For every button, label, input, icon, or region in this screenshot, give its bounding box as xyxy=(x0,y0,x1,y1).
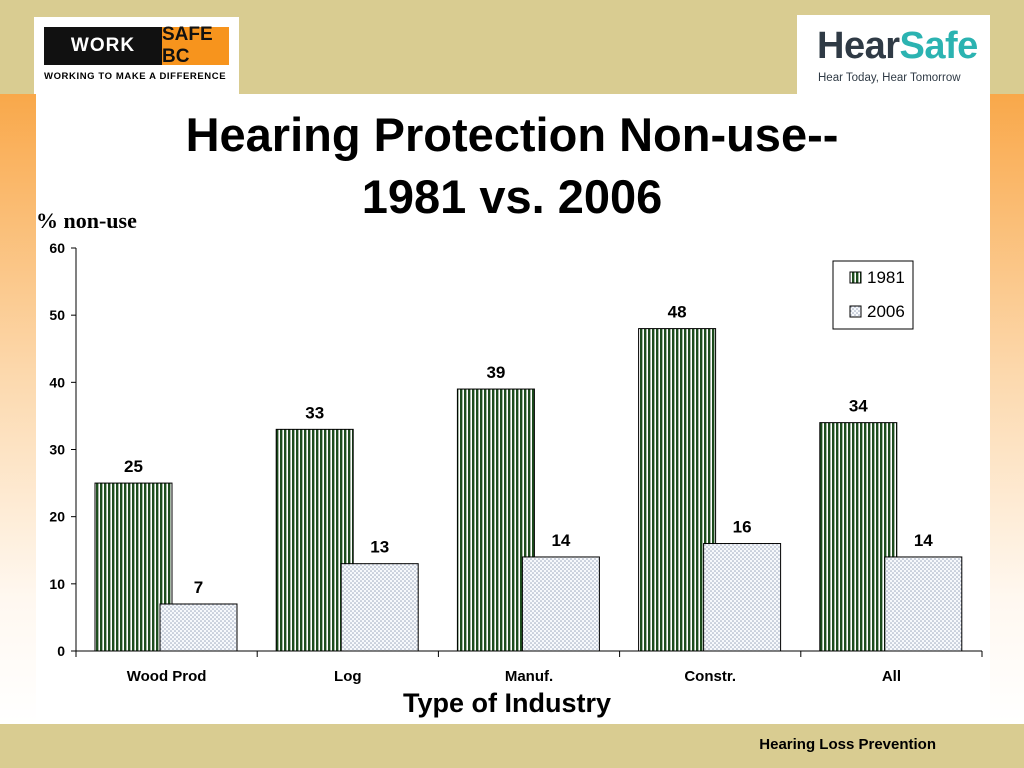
data-label: 7 xyxy=(194,578,203,597)
worksafebc-logo: WORK SAFE BC WORKING TO MAKE A DIFFERENC… xyxy=(34,17,239,94)
bar-2006 xyxy=(521,556,600,652)
x-category-label: Constr. xyxy=(684,668,736,685)
bar-1981 xyxy=(638,328,717,652)
y-axis-label: % non-use xyxy=(36,208,137,233)
slide-title-line-2: 1981 vs. 2006 xyxy=(361,170,663,223)
worksafebc-bc: SAFE BC xyxy=(162,24,229,67)
left-gradient-band xyxy=(0,94,36,724)
legend-swatch-1981 xyxy=(849,271,862,284)
x-axis-label: Type of Industry xyxy=(402,688,611,718)
worksafebc-tagline: WORKING TO MAKE A DIFFERENCE xyxy=(44,71,227,82)
slide-title: Hearing Protection Non-use-- 1981 vs. 20… xyxy=(60,104,964,228)
y-tick-label: 10 xyxy=(49,576,65,592)
hearsafe-safe: Safe xyxy=(899,25,979,67)
data-label: 34 xyxy=(849,397,868,416)
right-gradient-band xyxy=(990,94,1024,724)
worksafebc-work: WORK xyxy=(44,27,162,65)
bar-1981 xyxy=(819,422,898,652)
legend-swatch-2006 xyxy=(849,305,862,318)
y-tick-label: 60 xyxy=(49,240,65,256)
data-label: 33 xyxy=(305,403,324,422)
bar-2006 xyxy=(884,556,963,652)
x-category-label: Wood Prod xyxy=(127,668,207,685)
hearsafe-wordmark: HearSafe xyxy=(817,25,978,68)
hearsafe-logo: HearSafe Hear Today, Hear Tomorrow xyxy=(797,15,990,94)
y-tick-label: 0 xyxy=(57,643,65,659)
worksafebc-wordmark: WORK SAFE BC xyxy=(44,24,229,67)
bar-1981 xyxy=(456,388,535,652)
y-tick-label: 20 xyxy=(49,509,65,525)
bar-1981 xyxy=(275,428,354,652)
bar-2006 xyxy=(340,563,419,652)
legend-box xyxy=(832,260,914,330)
x-category-label: All xyxy=(882,668,901,685)
data-label: 39 xyxy=(486,363,505,382)
bar-1981 xyxy=(94,482,173,652)
data-label: 14 xyxy=(914,531,933,550)
bar-2006 xyxy=(159,603,238,652)
data-label: 25 xyxy=(124,457,143,476)
hearsafe-hear: Hear xyxy=(817,25,900,67)
x-category-label: Log xyxy=(334,668,362,685)
hearsafe-tagline: Hear Today, Hear Tomorrow xyxy=(818,72,961,84)
bottom-band xyxy=(0,724,1024,768)
bar-2006 xyxy=(703,543,782,652)
data-label: 13 xyxy=(370,538,389,557)
data-label: 14 xyxy=(551,531,570,550)
data-label: 48 xyxy=(668,303,687,322)
y-tick-label: 50 xyxy=(49,307,65,323)
footer-text: Hearing Loss Prevention xyxy=(759,736,936,753)
y-tick-label: 30 xyxy=(49,442,65,458)
x-category-label: Manuf. xyxy=(505,668,553,685)
slide-title-line-1: Hearing Protection Non-use-- xyxy=(185,108,839,161)
y-tick-label: 40 xyxy=(49,374,65,390)
legend-label-2006: 2006 xyxy=(867,302,905,321)
data-label: 16 xyxy=(733,518,752,537)
legend-label-1981: 1981 xyxy=(867,268,905,287)
